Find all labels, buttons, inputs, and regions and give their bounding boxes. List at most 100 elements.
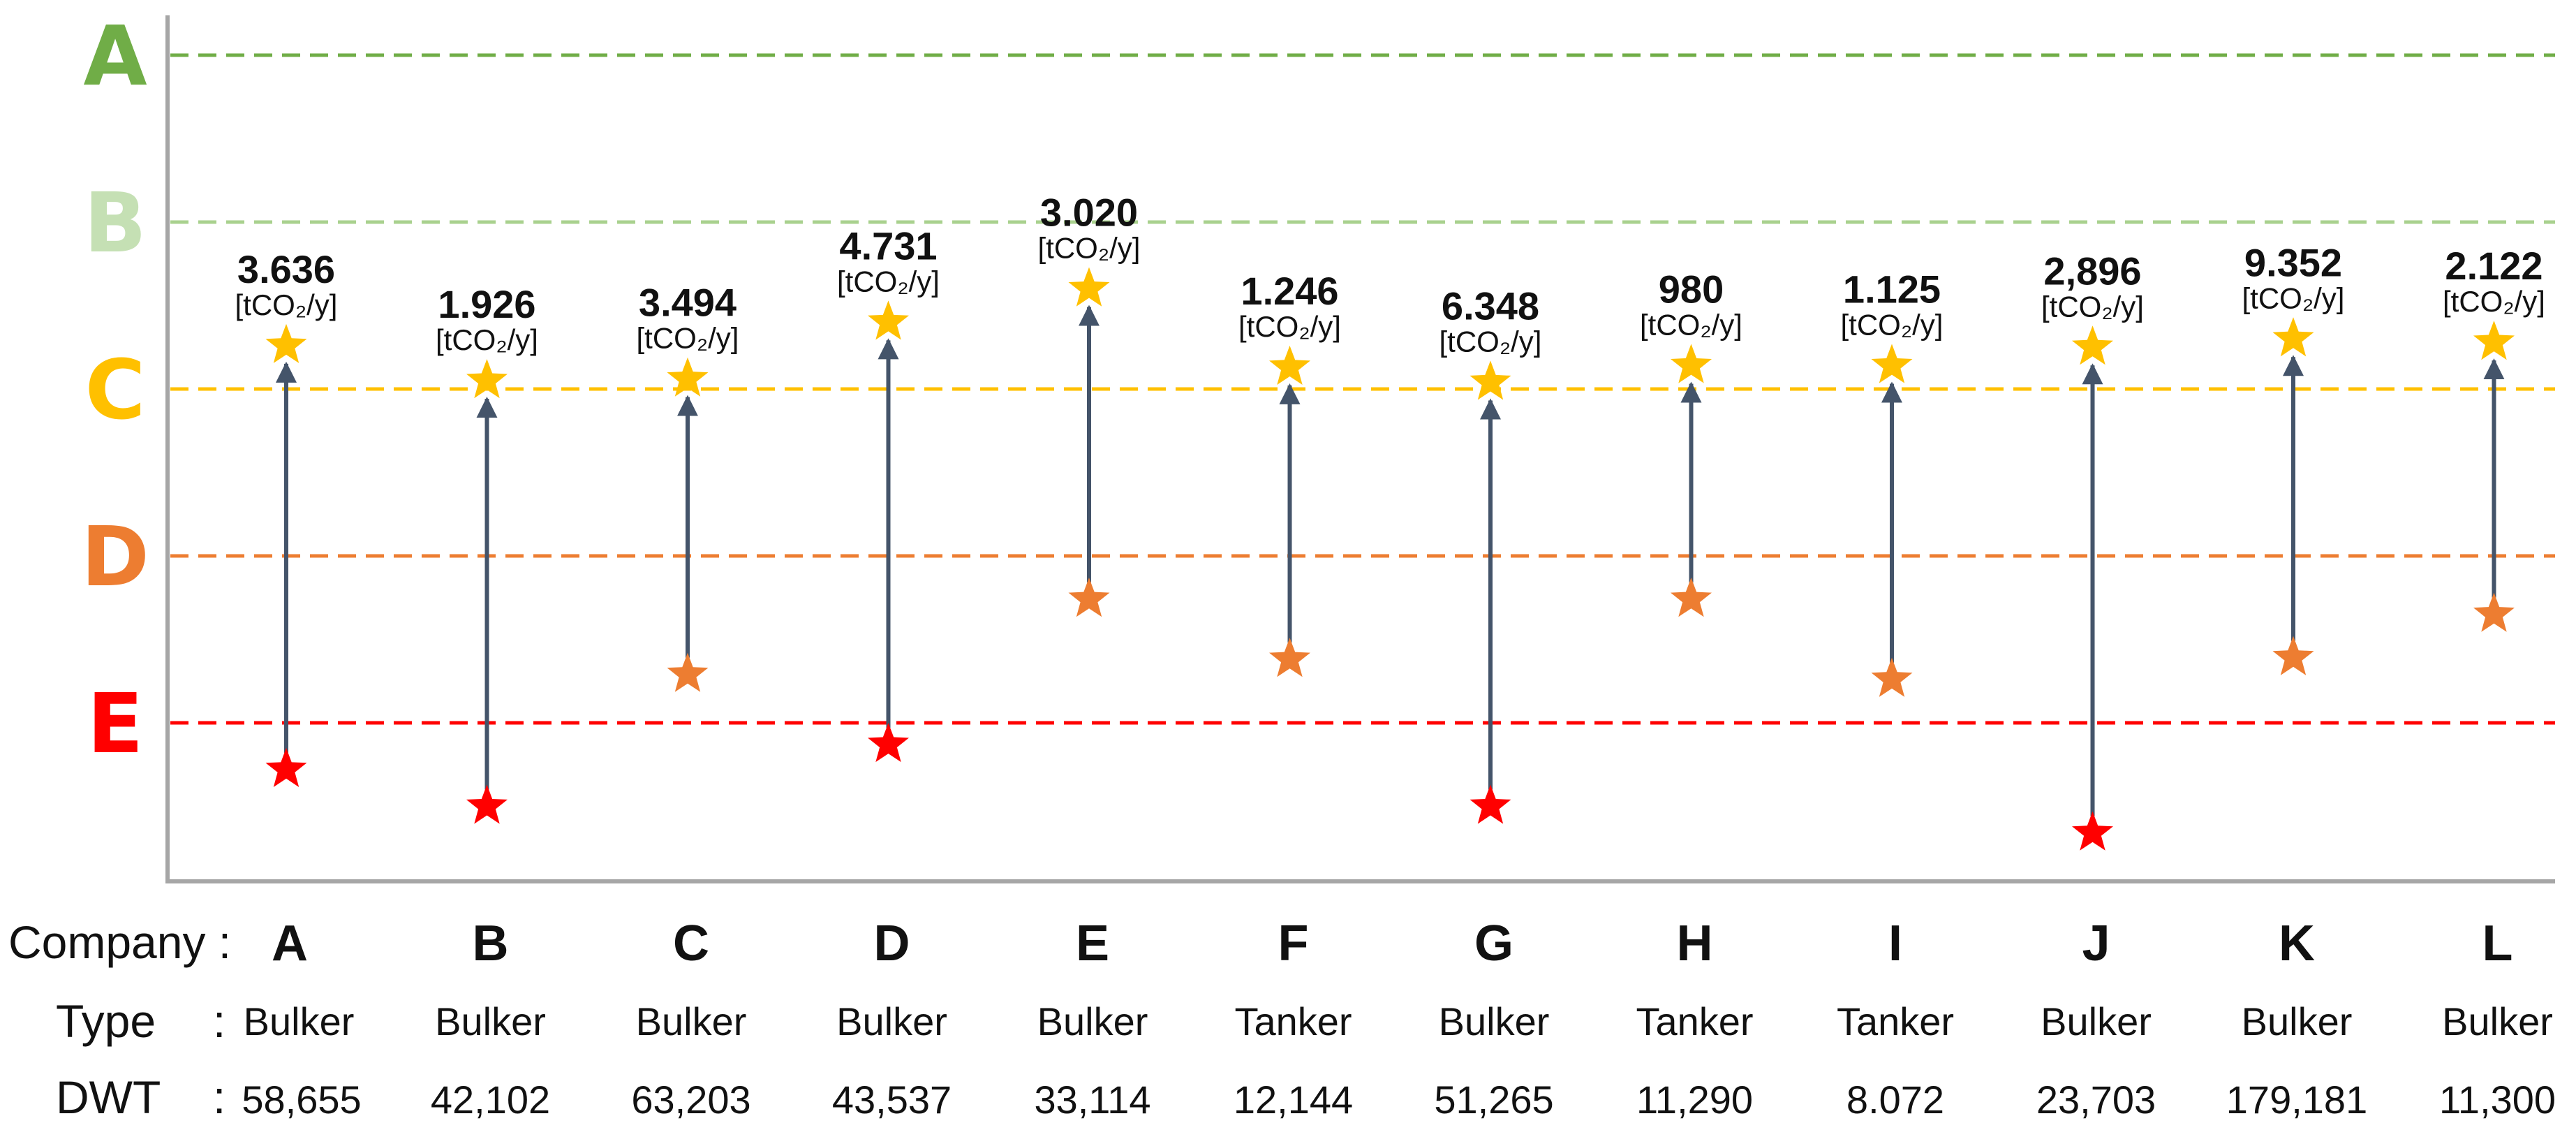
after-star-d xyxy=(868,300,909,340)
dwt-a: 58,655 xyxy=(242,1078,361,1122)
reduction-value-b: 1.926 xyxy=(438,282,535,326)
after-star-i xyxy=(1871,344,1913,383)
type-row-label: Type xyxy=(56,995,156,1047)
type-k: Bulker xyxy=(2242,999,2353,1043)
company-d: D xyxy=(874,916,910,971)
reduction-value-h: 980 xyxy=(1659,267,1724,311)
before-star-i xyxy=(1871,657,1913,697)
after-star-g xyxy=(1470,360,1511,400)
before-star-h xyxy=(1671,578,1712,617)
grade-lines xyxy=(170,53,2555,725)
company-row-label: Company : xyxy=(8,916,231,968)
company-b: B xyxy=(473,916,509,971)
dwt-l: 11,300 xyxy=(2439,1078,2556,1122)
company-g: G xyxy=(1474,916,1513,971)
grade-label-c: C xyxy=(85,342,146,438)
before-star-k xyxy=(2272,636,2314,675)
reduction-unit-g: [tCO₂/y] xyxy=(1439,325,1542,358)
after-star-b xyxy=(466,359,508,399)
type-j: Bulker xyxy=(2041,999,2152,1043)
before-star-d xyxy=(868,723,909,763)
type-d: Bulker xyxy=(836,999,947,1043)
grade-label-b: B xyxy=(84,175,147,271)
type-c: Bulker xyxy=(636,999,747,1043)
reduction-unit-k: [tCO₂/y] xyxy=(2242,281,2345,314)
after-star-j xyxy=(2072,325,2113,365)
reduction-value-c: 3.494 xyxy=(639,281,736,325)
stars xyxy=(265,267,2515,851)
after-star-h xyxy=(1671,344,1712,383)
dwt-row-colon: : xyxy=(213,1071,225,1123)
dwt-h: 11,290 xyxy=(1636,1078,1753,1122)
dwt-k: 179,181 xyxy=(2226,1078,2367,1122)
dwt-j: 23,703 xyxy=(2036,1078,2156,1122)
reduction-value-l: 2.122 xyxy=(2445,244,2542,288)
before-star-b xyxy=(466,784,508,824)
type-e: Bulker xyxy=(1037,999,1148,1043)
reduction-value-e: 3.020 xyxy=(1040,191,1138,235)
company-j: J xyxy=(2082,916,2110,971)
dwt-g: 51,265 xyxy=(1434,1078,1553,1122)
company-e: E xyxy=(1076,916,1109,971)
reduction-value-a: 3.636 xyxy=(237,247,335,291)
type-i: Tanker xyxy=(1837,999,1954,1043)
type-f: Tanker xyxy=(1234,999,1352,1043)
dwt-e: 33,114 xyxy=(1034,1078,1150,1122)
company-h: H xyxy=(1677,916,1713,971)
before-star-a xyxy=(265,747,307,787)
after-star-c xyxy=(667,357,709,397)
reduction-unit-d: [tCO₂/y] xyxy=(837,265,940,298)
dwt-i: 8.072 xyxy=(1846,1078,1944,1122)
reduction-value-k: 9.352 xyxy=(2244,240,2342,284)
ship-info-table: Company : Type : DWT : A Bulker 58,655 B Bul… xyxy=(8,916,2556,1123)
before-star-j xyxy=(2072,811,2113,851)
type-a: Bulker xyxy=(244,999,355,1043)
dwt-row-label: DWT xyxy=(56,1071,161,1123)
axes xyxy=(165,15,2555,883)
reduction-unit-j: [tCO₂/y] xyxy=(2041,290,2144,323)
reduction-unit-e: [tCO₂/y] xyxy=(1038,232,1141,265)
after-star-l xyxy=(2473,321,2515,360)
grade-label-e: E xyxy=(87,675,144,772)
company-l: L xyxy=(2482,916,2513,971)
before-star-e xyxy=(1068,578,1110,617)
before-star-f xyxy=(1269,638,1310,677)
company-i: I xyxy=(1888,916,1902,971)
arrows xyxy=(276,304,2505,816)
after-star-f xyxy=(1269,345,1310,385)
dwt-f: 12,144 xyxy=(1234,1078,1353,1122)
dwt-d: 43,537 xyxy=(832,1078,952,1122)
reduction-unit-l: [tCO₂/y] xyxy=(2443,285,2545,318)
grade-label-a: A xyxy=(83,8,147,104)
reduction-value-j: 2,896 xyxy=(2043,249,2141,293)
dwt-b: 42,102 xyxy=(431,1078,550,1122)
before-star-l xyxy=(2473,592,2515,632)
reduction-unit-f: [tCO₂/y] xyxy=(1238,310,1341,343)
reduction-value-f: 1.246 xyxy=(1241,269,1338,313)
reduction-value-i: 1.125 xyxy=(1843,267,1941,311)
after-star-a xyxy=(265,323,307,363)
reduction-unit-c: [tCO₂/y] xyxy=(637,322,739,355)
reduction-unit-a: [tCO₂/y] xyxy=(235,288,338,321)
dwt-c: 63,203 xyxy=(631,1078,750,1122)
value-labels: 3.636[tCO₂/y] 1.926[tCO₂/y]3.494[tCO₂/y]4… xyxy=(235,191,2545,358)
reduction-unit-h: [tCO₂/y] xyxy=(1640,309,1742,342)
type-l: Bulker xyxy=(2442,999,2553,1043)
reduction-value-d: 4.731 xyxy=(839,223,937,267)
reduction-value-g: 6.348 xyxy=(1442,284,1539,328)
company-c: C xyxy=(673,916,709,971)
type-h: Tanker xyxy=(1636,999,1753,1043)
before-star-c xyxy=(667,652,709,692)
reduction-unit-b: [tCO₂/y] xyxy=(436,323,538,356)
after-star-k xyxy=(2272,317,2314,357)
after-star-e xyxy=(1068,267,1110,307)
company-k: K xyxy=(2279,916,2315,971)
reduction-unit-i: [tCO₂/y] xyxy=(1841,309,1944,342)
company-a: A xyxy=(272,916,308,971)
type-row-colon: : xyxy=(213,995,225,1047)
grade-label-d: D xyxy=(81,508,149,605)
company-f: F xyxy=(1278,916,1309,971)
before-star-g xyxy=(1470,784,1511,824)
